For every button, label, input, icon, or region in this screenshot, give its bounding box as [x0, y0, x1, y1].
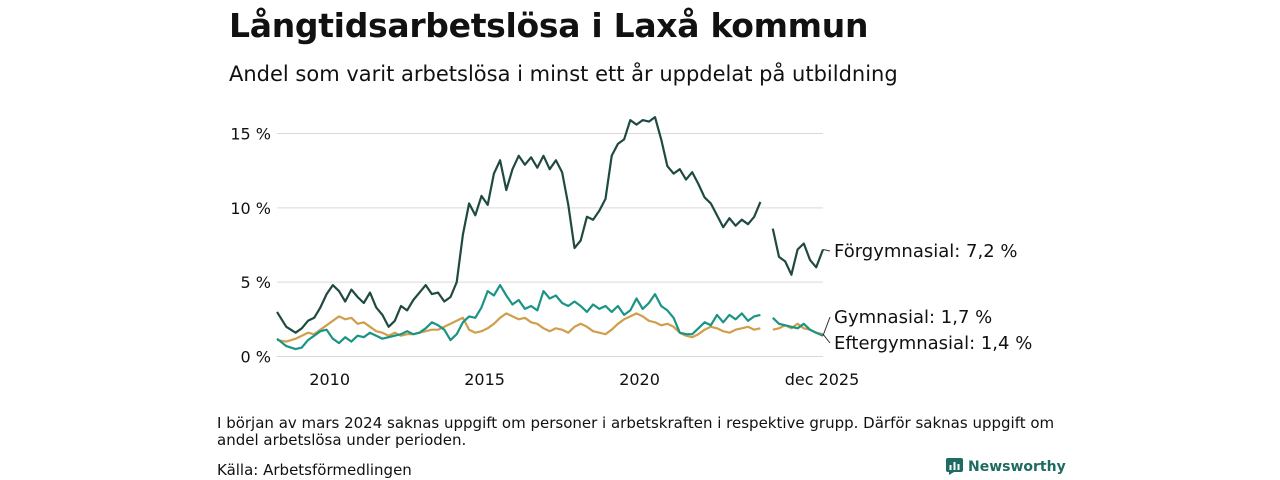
footnote: I början av mars 2024 saknas uppgift om … — [217, 414, 1055, 449]
x-tick-label: 2020 — [619, 370, 660, 389]
label-leader-line — [822, 333, 831, 344]
series-label-förgymnasial: Förgymnasial: 7,2 % — [834, 241, 1018, 262]
grid-lines — [277, 133, 823, 357]
series-line-förgymnasial — [276, 116, 762, 334]
y-tick-label: 5 % — [241, 273, 271, 292]
x-tick-label: dec 2025 — [785, 370, 860, 389]
y-tick-label: 15 % — [230, 125, 271, 144]
y-tick-label: 10 % — [230, 199, 271, 218]
series-line-gymnasial — [276, 284, 761, 351]
page-title: Långtidsarbetslösa i Laxå kommun — [229, 6, 869, 45]
y-axis-ticks: 0 % 5 % 10 % 15 % — [230, 125, 271, 367]
series-line-förgymnasial — [771, 228, 825, 276]
label-leader-line — [822, 316, 831, 336]
y-tick-label: 0 % — [241, 348, 271, 367]
x-axis-ticks: 2010 2015 2020 dec 2025 — [309, 370, 859, 389]
label-leader-line — [822, 248, 831, 252]
newsworthy-logo-icon — [946, 458, 963, 475]
series-lines — [276, 116, 825, 351]
brand-name: Newsworthy — [968, 458, 1066, 475]
source-text: Källa: Arbetsförmedlingen — [217, 461, 412, 479]
x-tick-label: 2010 — [309, 370, 350, 389]
series-label-eftergymnasial: Eftergymnasial: 1,4 % — [834, 333, 1032, 354]
brand-logo: Newsworthy — [946, 458, 1066, 475]
x-tick-label: 2015 — [464, 370, 505, 389]
series-line-gymnasial — [772, 317, 824, 337]
series-label-gymnasial: Gymnasial: 1,7 % — [834, 307, 992, 328]
line-chart: 0 % 5 % 10 % 15 % 2010 2015 2020 dec 2025 Förg… — [230, 116, 1032, 389]
page-subtitle: Andel som varit arbetslösa i minst ett å… — [229, 62, 898, 86]
series-labels: Förgymnasial: 7,2 % Gymnasial: 1,7 % Efter… — [822, 241, 1032, 354]
series-line-eftergymnasial — [276, 312, 761, 343]
